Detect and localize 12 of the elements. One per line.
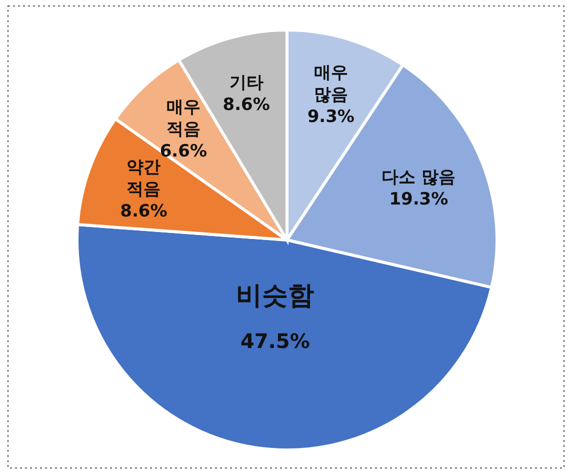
data-label: 6.6% bbox=[160, 141, 207, 162]
data-label: 8.6% bbox=[120, 202, 168, 222]
slice-label: 비슷함 bbox=[236, 280, 314, 311]
slice-label: 다소 많음 bbox=[382, 168, 456, 188]
slice-label: 약간 적음 bbox=[126, 158, 161, 200]
data-label: 8.6% bbox=[222, 95, 270, 116]
data-label: 19.3% bbox=[389, 190, 448, 210]
slice-label: 기타 bbox=[229, 73, 264, 94]
slice-label: 매우 많음 bbox=[314, 63, 348, 106]
data-label: 47.5% bbox=[240, 328, 310, 353]
data-label: 9.3% bbox=[307, 107, 354, 128]
slice-label: 매우 적음 bbox=[166, 97, 200, 140]
